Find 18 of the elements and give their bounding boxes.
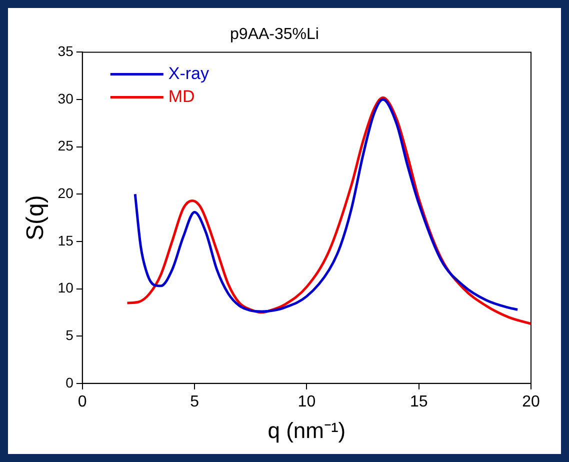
x-tick-label: 15 bbox=[410, 393, 428, 410]
y-axis-title: S(q) bbox=[22, 195, 50, 240]
x-tick-label: 0 bbox=[78, 393, 87, 410]
y-tick-label: 15 bbox=[58, 232, 74, 248]
chart-title: p9AA-35%Li bbox=[230, 26, 319, 44]
x-tick-label: 20 bbox=[522, 393, 540, 410]
x-axis-title: q (nm⁻¹) bbox=[268, 418, 346, 443]
y-tick-label: 25 bbox=[58, 138, 74, 154]
legend-label: X-ray bbox=[168, 64, 210, 83]
y-tick-label: 35 bbox=[58, 43, 74, 60]
y-tick-label: 30 bbox=[58, 90, 74, 106]
y-tick-label: 5 bbox=[66, 326, 74, 343]
y-tick-label: 10 bbox=[58, 280, 74, 296]
y-tick-label: 0 bbox=[66, 374, 74, 390]
legend-label: MD bbox=[168, 86, 195, 106]
y-tick-label: 20 bbox=[58, 185, 74, 201]
x-tick-label: 10 bbox=[298, 393, 316, 410]
x-tick-label: 5 bbox=[190, 393, 200, 410]
